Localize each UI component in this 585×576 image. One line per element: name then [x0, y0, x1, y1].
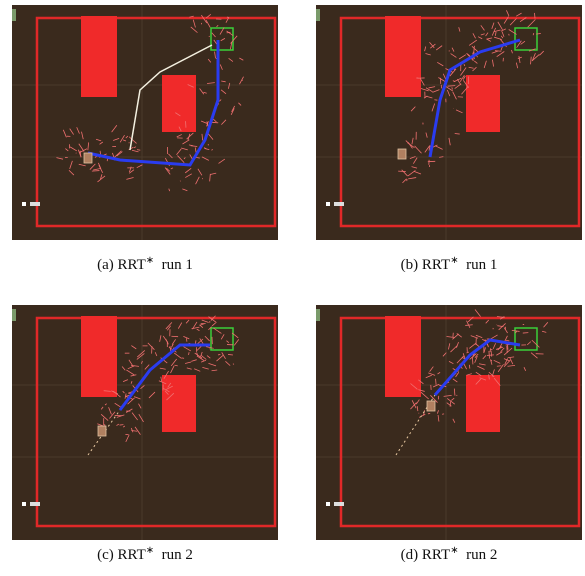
icon — [334, 502, 344, 506]
tree-edge — [497, 366, 501, 367]
obstacle — [466, 75, 500, 132]
icon — [12, 9, 16, 21]
caption-sup: ∗ — [146, 255, 154, 266]
robot — [84, 153, 92, 163]
icon — [326, 202, 330, 206]
caption-label: (b) — [401, 257, 419, 273]
icon — [326, 502, 330, 506]
icon — [12, 309, 16, 321]
figure: (a) RRT∗ run 1(b) RRT∗ run 1(c) RRT∗ run… — [0, 0, 585, 576]
tree-edge — [436, 379, 437, 385]
caption-sup: ∗ — [146, 545, 154, 556]
background — [316, 305, 582, 540]
caption-label: (c) — [97, 547, 114, 563]
obstacle — [162, 75, 196, 132]
tree-edge — [227, 32, 231, 33]
simulation-screenshot — [316, 305, 582, 540]
tree-edge — [137, 150, 140, 151]
icon — [316, 309, 320, 321]
simulation-screenshot — [316, 5, 582, 240]
obstacle — [162, 375, 196, 432]
obstacle — [466, 375, 500, 432]
caption-method: RRT — [117, 257, 145, 273]
obstacle — [385, 316, 421, 397]
icon — [22, 202, 26, 206]
caption-run: run 1 — [466, 257, 497, 273]
tree-edge — [452, 87, 453, 89]
caption-method: RRT — [422, 257, 450, 273]
tree-edge — [455, 134, 460, 135]
robot — [427, 401, 435, 411]
robot — [98, 426, 106, 436]
caption-label: (d) — [401, 547, 419, 563]
caption: (c) RRT∗ run 2 — [12, 545, 278, 564]
icon — [22, 502, 26, 506]
obstacle — [385, 16, 421, 97]
background — [316, 5, 582, 240]
simulation-screenshot — [12, 5, 278, 240]
tree-edge — [447, 86, 455, 87]
caption-run: run 1 — [162, 257, 193, 273]
caption-method: RRT — [422, 547, 450, 563]
background — [12, 5, 278, 240]
obstacle — [81, 16, 117, 97]
caption: (b) RRT∗ run 1 — [316, 255, 582, 274]
tree-edge — [218, 354, 220, 355]
tree-edge — [228, 354, 233, 355]
icon — [334, 202, 344, 206]
caption-run: run 2 — [162, 547, 193, 563]
tree-edge — [490, 348, 491, 351]
icon — [316, 9, 320, 21]
caption-method: RRT — [117, 547, 145, 563]
caption-sup: ∗ — [450, 545, 458, 556]
caption: (d) RRT∗ run 2 — [316, 545, 582, 564]
icon — [30, 502, 40, 506]
robot — [398, 149, 406, 159]
obstacle — [81, 316, 117, 397]
tree-edge — [495, 51, 501, 52]
simulation-screenshot — [12, 305, 278, 540]
caption-label: (a) — [97, 257, 114, 273]
caption: (a) RRT∗ run 1 — [12, 255, 278, 274]
caption-run: run 2 — [466, 547, 497, 563]
tree-edge — [534, 13, 535, 19]
caption-sup: ∗ — [450, 255, 458, 266]
icon — [30, 202, 40, 206]
